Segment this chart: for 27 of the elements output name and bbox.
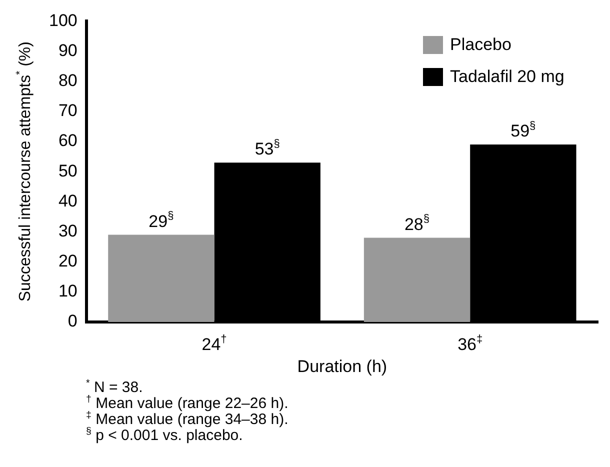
- y-tick-label: 100: [48, 10, 78, 30]
- legend-label: Placebo: [450, 35, 512, 56]
- text: $^{†}$ Mean value (range 22–26 h).: [86, 394, 288, 412]
- y-tick-label: 80: [58, 71, 78, 90]
- legend-label: Tadalafil 20 mg: [450, 67, 564, 88]
- x-tick-label: 24†: [202, 333, 227, 354]
- x-tick-label: 36‡: [458, 333, 483, 354]
- y-tick-label: 10: [58, 282, 78, 301]
- text: $^{‡}$ Mean value (range 34–38 h).: [86, 410, 288, 428]
- y-tick-label: 0: [68, 312, 78, 331]
- data-label: 53§: [254, 138, 280, 159]
- bar: [364, 238, 470, 322]
- x-axis-title: Duration (h): [297, 357, 388, 376]
- y-tick-label: 70: [58, 101, 78, 120]
- data-label: 59§: [510, 120, 536, 141]
- text: $^{*}$ N = 38.: [86, 378, 143, 396]
- y-tick-label: 20: [58, 252, 78, 271]
- y-tick-label: 60: [58, 131, 78, 150]
- y-tick-label: 40: [58, 191, 78, 210]
- y-tick-label: 30: [58, 221, 78, 240]
- data-label: 28§: [404, 213, 430, 234]
- text: $^{§}$ p < 0.001 vs. placebo.: [86, 426, 244, 444]
- y-tick-label: 90: [58, 40, 78, 60]
- y-axis-title: Successful intercourse attempts* (%): [14, 42, 34, 302]
- data-label: 29§: [148, 210, 174, 231]
- y-tick-label: 50: [58, 161, 78, 180]
- bar: [108, 234, 214, 322]
